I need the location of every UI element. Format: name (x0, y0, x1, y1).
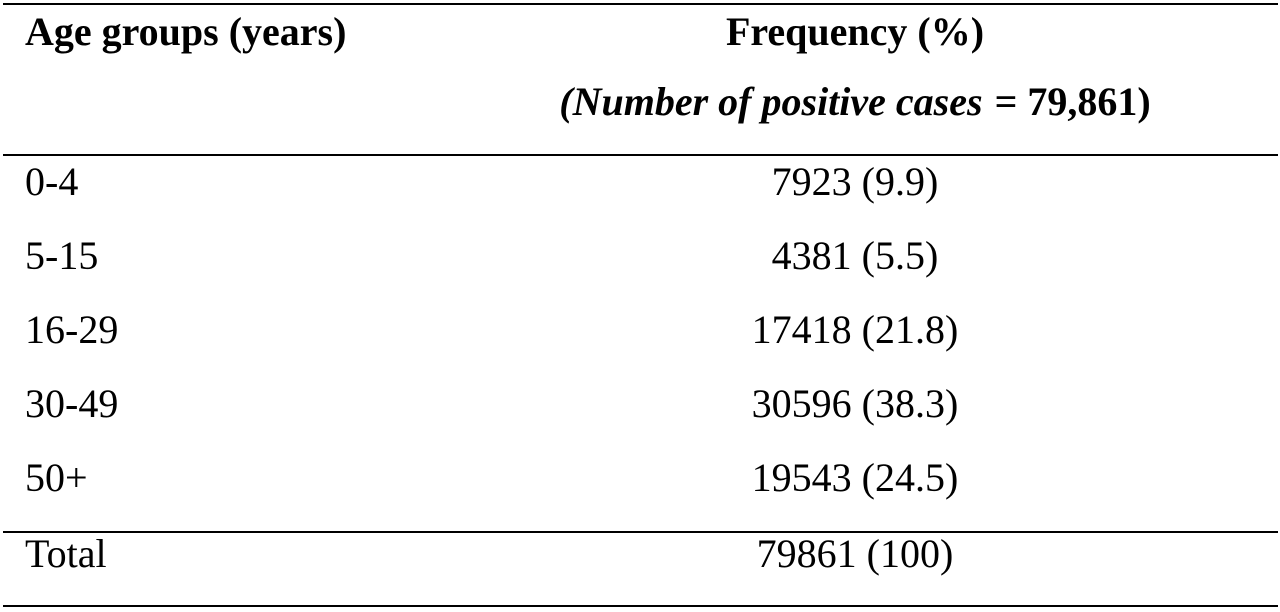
row-label: 0-4 (25, 159, 78, 204)
subheader-count: = 79,861) (995, 79, 1151, 124)
row-label: 30-49 (25, 381, 118, 426)
row-value: 7923 (9.9) (772, 159, 939, 204)
row-label: 16-29 (25, 307, 118, 352)
row-value: 4381 (5.5) (772, 233, 939, 278)
row-value: 79861 (100) (757, 531, 954, 576)
row-value: 30596 (38.3) (752, 381, 959, 426)
row-value: 19543 (24.5) (752, 455, 959, 500)
row-label: Total (25, 531, 107, 576)
column-header: Age groups (years) (25, 9, 346, 54)
row-label: 50+ (25, 455, 88, 500)
row-label: 5-15 (25, 233, 98, 278)
column-header: Frequency (%) (726, 9, 984, 54)
row-value: 17418 (21.8) (752, 307, 959, 352)
subheader: (Number of positive cases = 79,861) (559, 79, 1150, 124)
subheader-italic: (Number of positive cases (559, 79, 982, 124)
